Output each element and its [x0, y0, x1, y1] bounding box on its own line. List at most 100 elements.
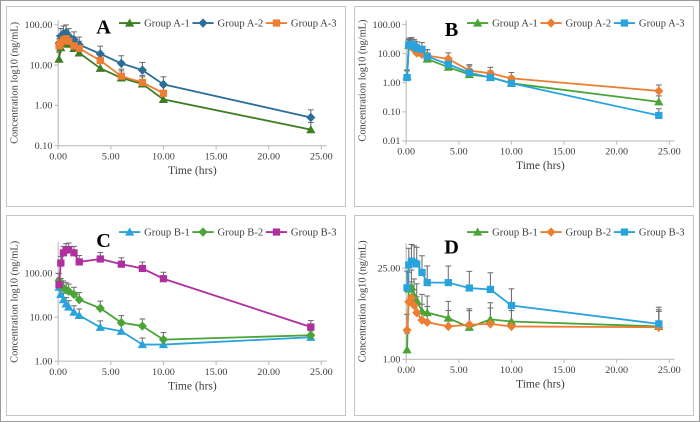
y-tick-label: 0.10 — [383, 107, 401, 118]
data-marker — [306, 125, 316, 134]
chart-b-svg: 100.00 10.00 1.00 0.10 0.010.00 5.00 10.00 15.0… — [358, 18, 685, 172]
data-marker — [417, 315, 427, 325]
data-marker — [95, 303, 105, 313]
data-marker — [403, 73, 411, 82]
data-marker — [306, 330, 316, 340]
data-marker — [418, 268, 426, 277]
legend-item: Group B-3 — [613, 227, 685, 238]
axes — [402, 243, 675, 364]
panel-letter: C — [96, 230, 111, 252]
data-marker — [137, 321, 147, 331]
series-line — [406, 43, 659, 103]
data-marker — [306, 112, 316, 123]
y-tick-label: 10.00 — [30, 313, 53, 324]
x-axis-title: Time (hrs) — [516, 379, 565, 391]
chart-a-svg: 100.00 10.00 1.00 0.100.00 5.00 10.00 15.00 20.… — [10, 17, 337, 177]
legend-label: Group A-1 — [144, 18, 190, 29]
data-marker — [57, 259, 65, 267]
legend-diamond-icon — [546, 18, 556, 28]
legend-item: Group A-1 — [467, 18, 538, 29]
chart-panel-d: 25.00 1.00 0.00 5.00 10.00 15.00 20.00 25.00 Con… — [354, 215, 694, 416]
tick-labels: 25.00 1.000.00 5.00 10.00 15.00 20.00 25.00 — [378, 264, 681, 376]
data-marker — [137, 65, 147, 75]
data-marker — [402, 345, 412, 354]
y-tick-label: 100.00 — [25, 269, 53, 280]
data-marker — [116, 58, 126, 69]
legend-diamond-icon — [198, 18, 208, 28]
data-marker — [418, 45, 426, 53]
data-marker — [486, 285, 495, 294]
data-marker — [65, 37, 73, 45]
data-marker — [138, 78, 147, 87]
data-marker — [485, 314, 496, 323]
legend-item: Group B-1 — [467, 227, 538, 238]
chart-panel-c: 100.00 10.00 1.00 0.00 5.00 10.00 15.00 20.00 25… — [6, 215, 346, 416]
data-marker — [422, 308, 432, 317]
x-tick-label: 5.00 — [450, 365, 468, 376]
data-marker — [75, 258, 83, 266]
data-marker — [406, 293, 416, 303]
x-tick-label: 0.00 — [397, 147, 415, 158]
series-group-b-2 — [402, 293, 664, 335]
legend-square-icon — [272, 228, 281, 236]
data-marker — [507, 301, 516, 310]
data-marker — [159, 275, 168, 283]
y-axis-title: Concentration log10 (ng/mL) — [358, 19, 369, 141]
data-marker — [95, 49, 105, 59]
data-marker — [506, 317, 517, 326]
x-tick-label: 25.00 — [310, 367, 333, 378]
x-tick-label: 20.00 — [257, 151, 280, 162]
legend-label: Group A-1 — [492, 18, 538, 29]
data-marker — [403, 284, 411, 292]
legend-label: Group A-2 — [218, 18, 264, 29]
data-marker — [465, 284, 474, 292]
y-tick-label: 1.00 — [35, 101, 53, 112]
data-marker — [69, 289, 79, 300]
legend: Group B-1 Group B-2 Group B-3 — [119, 227, 337, 238]
chart-panel-a: 100.00 10.00 1.00 0.10 0.00 5.00 10.00 15.00 20.… — [6, 6, 346, 207]
x-tick-label: 10.00 — [152, 151, 175, 162]
y-tick-label: 10.00 — [30, 60, 53, 71]
legend-item: Group B-2 — [192, 227, 263, 238]
x-tick-label: 5.00 — [450, 147, 468, 158]
y-tick-label: 1.00 — [383, 355, 401, 366]
data-marker — [413, 260, 421, 268]
legend-diamond-icon — [546, 227, 556, 237]
data-marker — [158, 94, 169, 104]
panel-letter: D — [444, 237, 459, 259]
data-marker — [486, 73, 495, 82]
data-marker — [654, 97, 664, 106]
axes — [402, 20, 675, 145]
data-marker — [70, 42, 78, 50]
data-marker — [158, 79, 168, 90]
legend-diamond-icon — [198, 227, 208, 237]
data-marker — [75, 44, 83, 52]
data-marker — [413, 44, 421, 53]
x-tick-label: 25.00 — [658, 365, 681, 376]
x-tick-label: 10.00 — [500, 147, 523, 158]
series-group-b-3 — [55, 245, 315, 331]
data-marker — [74, 48, 84, 57]
data-marker — [116, 317, 126, 328]
x-tick-label: 20.00 — [605, 365, 628, 376]
data-marker — [654, 86, 664, 96]
panel-letter: A — [96, 17, 111, 39]
legend-label: Group A-2 — [566, 18, 612, 29]
x-tick-label: 25.00 — [658, 147, 681, 158]
data-marker — [159, 89, 168, 97]
x-axis-title: Time (hrs) — [168, 381, 217, 393]
data-marker — [74, 294, 84, 305]
legend-triangle-icon — [125, 227, 135, 236]
data-marker — [54, 54, 64, 63]
legend-label: Group B-3 — [291, 227, 337, 238]
legend-label: Group B-1 — [492, 227, 538, 238]
legend-item: Group A-2 — [540, 18, 611, 29]
data-marker — [422, 317, 432, 328]
legend-label: Group A-3 — [639, 18, 685, 29]
legend-square-icon — [272, 19, 281, 27]
data-marker — [117, 260, 126, 268]
data-marker — [96, 255, 104, 263]
data-marker — [158, 334, 168, 345]
legend: Group B-1 Group B-2 Group B-3 — [467, 227, 685, 238]
data-marker — [307, 323, 315, 331]
